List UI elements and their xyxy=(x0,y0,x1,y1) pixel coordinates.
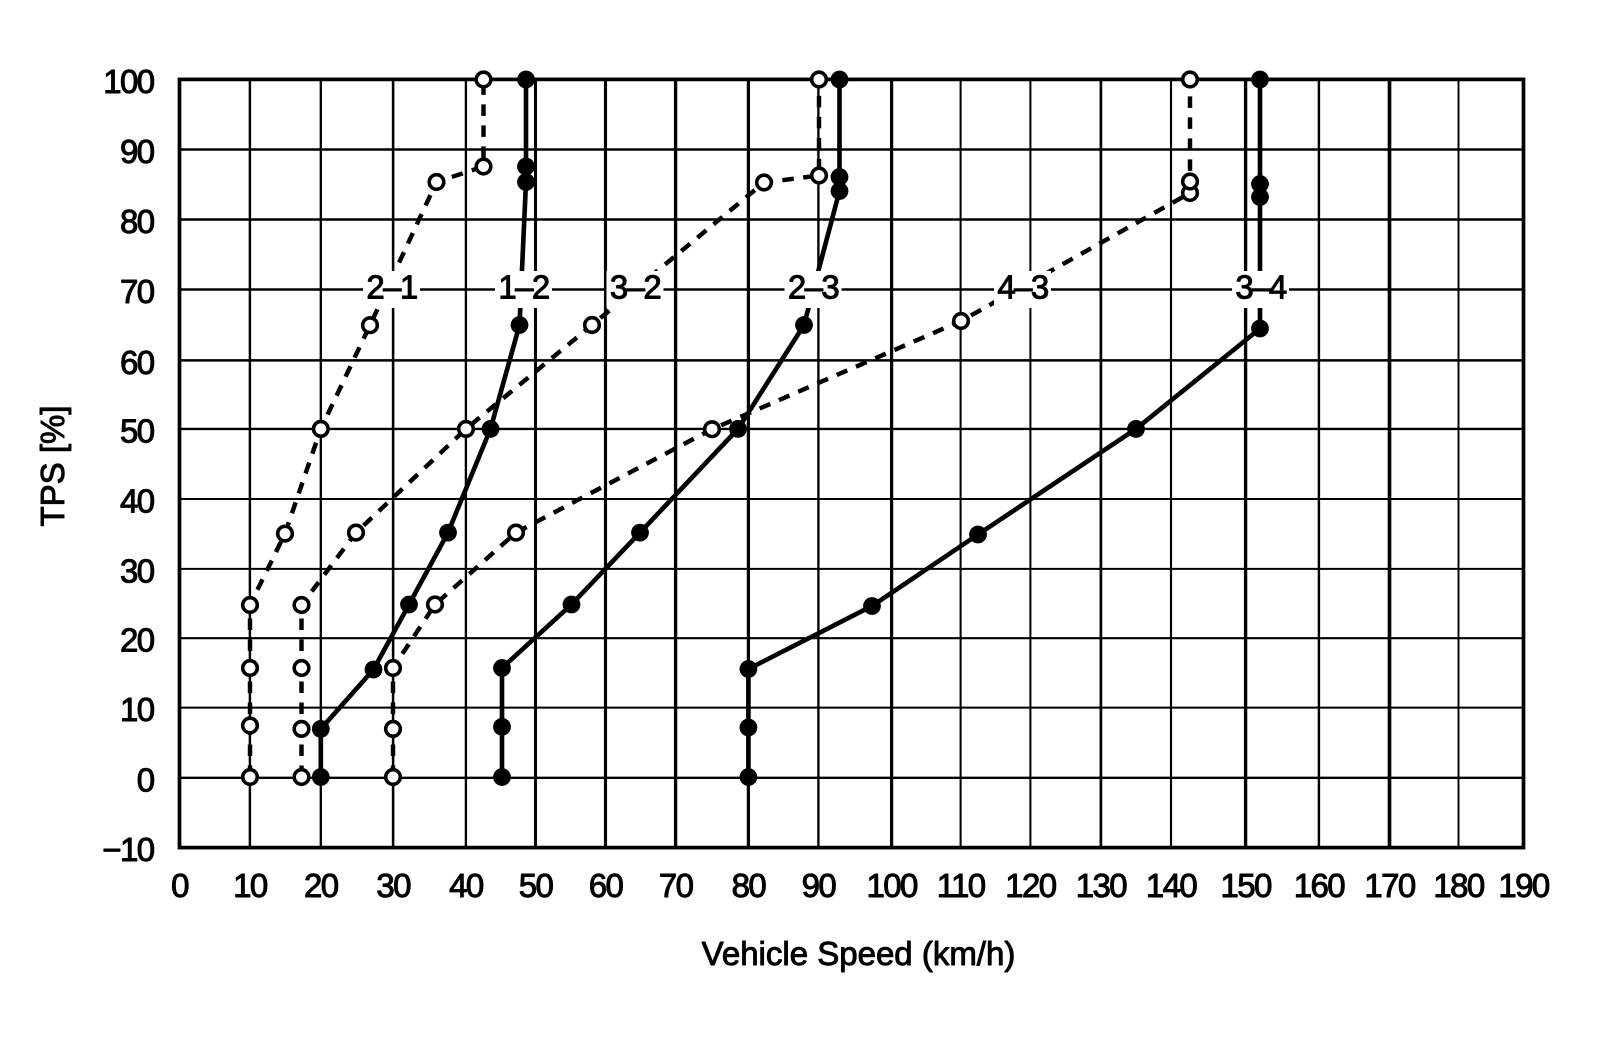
svg-text:90: 90 xyxy=(802,867,837,904)
svg-text:60: 60 xyxy=(120,344,155,381)
svg-text:40: 40 xyxy=(120,483,155,520)
svg-text:180: 180 xyxy=(1433,867,1485,904)
svg-text:3–4: 3–4 xyxy=(1235,269,1287,306)
svg-text:90: 90 xyxy=(120,133,155,170)
svg-text:20: 20 xyxy=(120,622,155,659)
svg-text:4–3: 4–3 xyxy=(997,269,1048,306)
svg-text:1–2: 1–2 xyxy=(498,269,549,306)
svg-text:160: 160 xyxy=(1294,867,1346,904)
svg-text:30: 30 xyxy=(376,867,411,904)
svg-text:150: 150 xyxy=(1220,867,1272,904)
svg-text:60: 60 xyxy=(589,867,624,904)
svg-text:30: 30 xyxy=(120,552,155,589)
svg-text:10: 10 xyxy=(120,691,155,728)
svg-text:130: 130 xyxy=(1076,867,1128,904)
svg-text:TPS [%]: TPS [%] xyxy=(34,405,71,526)
svg-text:0: 0 xyxy=(171,867,189,904)
svg-text:70: 70 xyxy=(120,273,155,310)
svg-text:80: 80 xyxy=(120,203,155,240)
svg-text:3–2: 3–2 xyxy=(610,269,661,306)
svg-text:2–3: 2–3 xyxy=(788,269,839,306)
svg-text:50: 50 xyxy=(519,867,554,904)
svg-text:100: 100 xyxy=(103,63,155,100)
svg-text:2–1: 2–1 xyxy=(366,269,417,306)
svg-text:−10: −10 xyxy=(102,831,154,868)
svg-text:40: 40 xyxy=(449,867,484,904)
svg-text:70: 70 xyxy=(659,867,694,904)
svg-text:80: 80 xyxy=(732,867,767,904)
svg-text:0: 0 xyxy=(137,761,155,798)
svg-text:20: 20 xyxy=(304,867,339,904)
svg-text:190: 190 xyxy=(1498,867,1550,904)
svg-text:110: 110 xyxy=(937,867,986,904)
svg-text:10: 10 xyxy=(233,867,268,904)
svg-text:120: 120 xyxy=(1005,867,1057,904)
svg-text:Vehicle Speed (km/h): Vehicle Speed (km/h) xyxy=(702,935,1016,972)
svg-text:170: 170 xyxy=(1364,867,1416,904)
svg-text:50: 50 xyxy=(120,412,155,449)
svg-text:140: 140 xyxy=(1146,867,1198,904)
svg-text:100: 100 xyxy=(866,867,918,904)
